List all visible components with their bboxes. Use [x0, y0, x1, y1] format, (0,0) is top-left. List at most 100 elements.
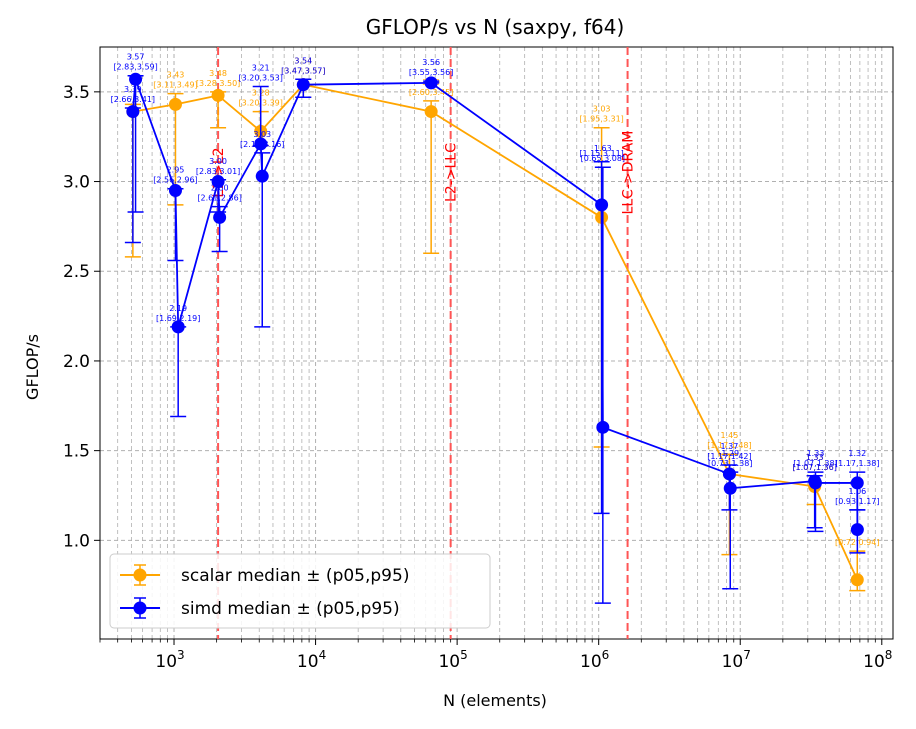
- data-point: [424, 76, 438, 90]
- legend-entry: simd median ± (p05,p95): [120, 597, 400, 619]
- y-tick-label: 3.5: [63, 83, 90, 103]
- data-label: 3.00: [209, 157, 227, 166]
- legend-marker: [133, 601, 147, 615]
- data-range-label: [2.19,3.16]: [240, 140, 284, 149]
- data-point: [595, 198, 609, 212]
- data-label: 1.32: [848, 449, 866, 458]
- data-range-label: [0.93,1.17]: [835, 497, 879, 506]
- data-range-label: [1.15,3.11]: [579, 149, 623, 158]
- data-range-label: [1.17,1.42]: [707, 452, 751, 461]
- data-point: [126, 105, 140, 119]
- grid: [99, 47, 893, 639]
- data-range-label: [1.69,2.19]: [156, 314, 200, 323]
- chart-title: GFLOP/s vs N (saxpy, f64): [366, 15, 625, 39]
- y-tick-label: 2.5: [63, 262, 90, 282]
- data-label: 1.33: [807, 449, 825, 458]
- data-range-label: [3.20,3.53]: [238, 73, 282, 82]
- data-point: [213, 210, 227, 224]
- y-tick-label: 2.0: [63, 352, 90, 372]
- y-axis-label: GFLOP/s: [23, 334, 42, 400]
- data-range-label: [0.73,1.38]: [708, 459, 752, 468]
- data-label: 2.95: [167, 166, 185, 175]
- axes-frame: [99, 46, 894, 640]
- data-range-label: [2.60,3.45]: [409, 88, 453, 97]
- x-tick-label: 107: [722, 648, 751, 672]
- data-range-label: [1.07,1.36]: [792, 463, 836, 472]
- cache-boundary-label: LLC->DRAM: [621, 131, 637, 215]
- data-range-label: [1.07,1.38]: [793, 459, 837, 468]
- data-point: [850, 476, 864, 490]
- data-label: 3.43: [167, 71, 185, 80]
- data-point: [424, 105, 438, 119]
- legend-entry: scalar median ± (p05,p95): [120, 564, 409, 586]
- data-point: [808, 476, 822, 490]
- data-point: [596, 420, 610, 434]
- data-point: [168, 184, 182, 198]
- data-label: 3.56: [422, 58, 440, 67]
- legend-box: [109, 553, 491, 629]
- data-range-label: [2.83,3.59]: [113, 63, 157, 72]
- legend-label: scalar median ± (p05,p95): [181, 566, 409, 586]
- data-label: 3.48: [209, 69, 227, 78]
- data-range-label: [1.17,1.38]: [835, 459, 879, 468]
- data-range-label: [3.28,3.50]: [196, 79, 240, 88]
- data-range-label: [2.56,2.96]: [153, 176, 197, 185]
- data-label: 1.45: [721, 431, 739, 440]
- x-axis-label: N (elements): [443, 691, 547, 710]
- plot-area: 103 104 105 106 107 1081.01.52.02.53.03.5L1->…: [63, 46, 894, 672]
- y-tick-label: 3.0: [63, 173, 90, 193]
- series-1: 3.39[2.66,3.41] 3.57[2.83,3.59] 2.95[2.56,…: [111, 53, 880, 604]
- data-point: [211, 88, 225, 102]
- data-label: 1.37: [721, 442, 739, 451]
- data-point: [171, 320, 185, 334]
- data-range-label: [2.61,2.86]: [197, 194, 241, 203]
- data-label: 2.80: [211, 184, 229, 193]
- data-label: 3.54: [294, 56, 312, 65]
- data-label: 3.03: [593, 105, 611, 114]
- y-tick-label: 1.5: [63, 442, 90, 462]
- data-label: 1.63: [594, 144, 612, 153]
- data-label: 1.29: [721, 449, 739, 458]
- data-point: [211, 175, 225, 189]
- data-range-label: [2.83,3.01]: [196, 167, 240, 176]
- data-label: 3.03: [253, 130, 271, 139]
- data-point: [850, 573, 864, 587]
- data-point: [168, 97, 182, 111]
- x-tick-label: 104: [297, 648, 326, 672]
- data-label: 1.33: [806, 453, 824, 462]
- data-point: [255, 169, 269, 183]
- data-point: [723, 481, 737, 495]
- data-label: 3.39: [124, 85, 142, 94]
- data-point: [722, 467, 736, 481]
- data-range-label: [3.11,3.49]: [153, 81, 197, 90]
- data-label: 2.19: [169, 304, 187, 313]
- data-point: [129, 72, 143, 86]
- data-range-label: [1.95,3.31]: [579, 115, 623, 124]
- data-label: 1.33: [806, 453, 824, 462]
- data-point: [254, 137, 268, 151]
- x-tick-label: 103: [155, 648, 184, 672]
- x-tick-label: 105: [438, 648, 467, 672]
- cache-boundary-label: L2->LLC: [444, 143, 460, 202]
- data-label: 1.06: [848, 487, 866, 496]
- data-point: [296, 78, 310, 92]
- x-tick-label: 106: [580, 648, 609, 672]
- data-label: 3.21: [252, 63, 270, 72]
- data-label: 3.54: [294, 56, 312, 65]
- data-range-label: [3.47,3.57]: [281, 66, 325, 75]
- x-tick-label: 108: [863, 648, 892, 672]
- legend-label: simd median ± (p05,p95): [181, 599, 400, 619]
- legend: scalar median ± (p05,p95) simd median ± (…: [109, 553, 491, 629]
- data-range-label: [2.66,3.41]: [111, 95, 155, 104]
- data-label: 3.57: [127, 53, 145, 62]
- y-tick-label: 1.0: [63, 531, 90, 551]
- legend-marker: [133, 568, 147, 582]
- data-range-label: [1.17,1.48]: [707, 441, 751, 450]
- data-range-label: [3.55,3.56]: [409, 68, 453, 77]
- series-line: [132, 83, 859, 581]
- data-point: [850, 523, 864, 537]
- data-range-label: [3.47,3.57]: [281, 66, 325, 75]
- data-range-label: [1.07,1.36]: [792, 463, 836, 472]
- data-range-label: [0.65,3.08]: [581, 154, 625, 163]
